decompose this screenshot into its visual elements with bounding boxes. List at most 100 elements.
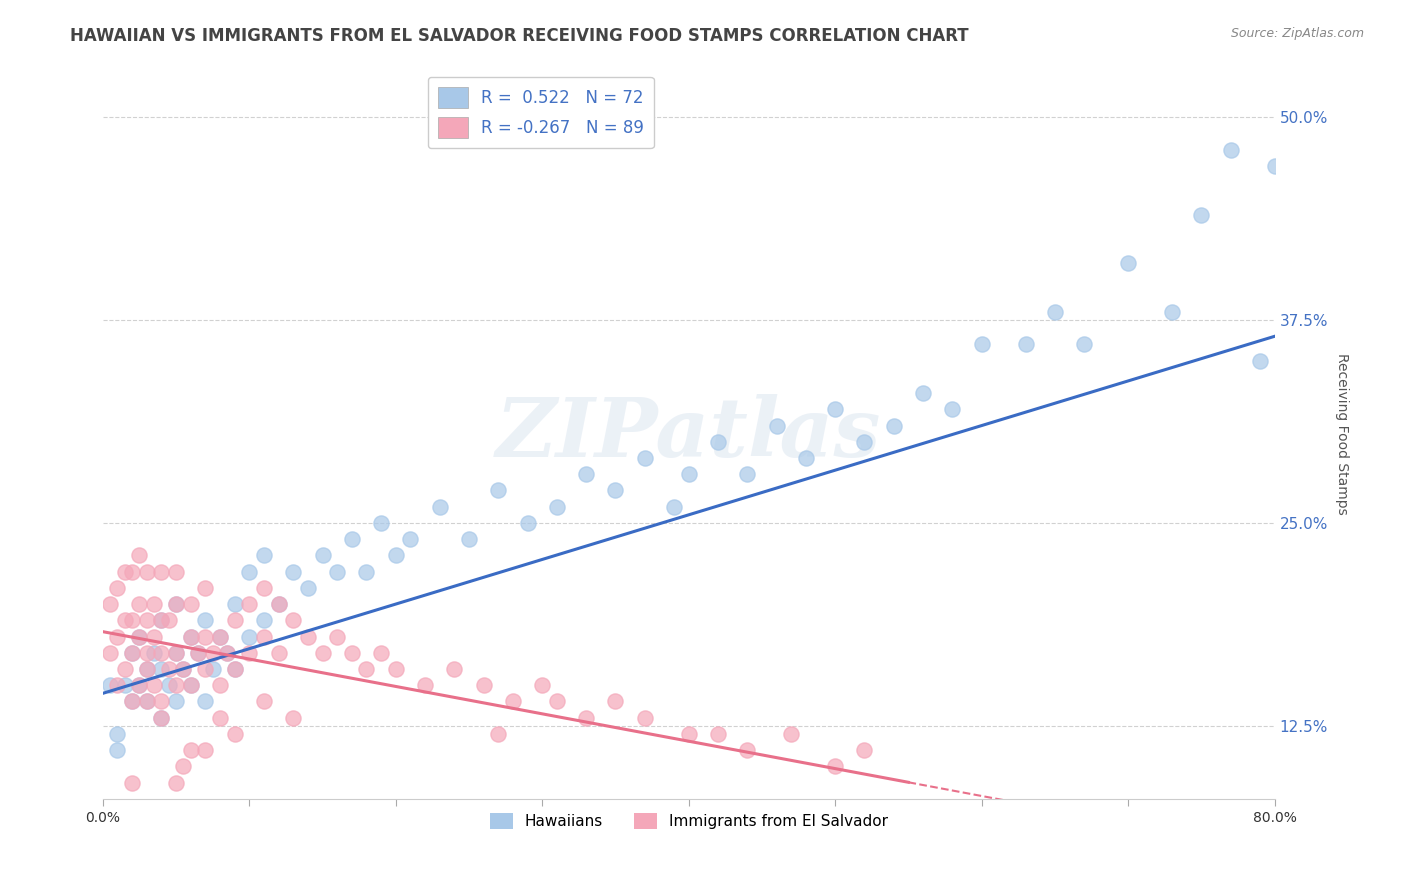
- Point: [165, 565, 187, 579]
- Point: [399, 532, 422, 546]
- Point: [546, 694, 568, 708]
- Point: [224, 613, 246, 627]
- Point: [267, 646, 290, 660]
- Point: [135, 613, 157, 627]
- Point: [780, 727, 803, 741]
- Point: [150, 711, 173, 725]
- Point: [605, 483, 627, 498]
- Point: [356, 565, 378, 579]
- Point: [135, 565, 157, 579]
- Point: [267, 597, 290, 611]
- Point: [121, 613, 143, 627]
- Point: [824, 759, 846, 773]
- Point: [531, 678, 554, 692]
- Point: [1116, 256, 1139, 270]
- Point: [128, 630, 150, 644]
- Point: [253, 630, 276, 644]
- Point: [135, 694, 157, 708]
- Point: [114, 613, 136, 627]
- Point: [662, 500, 685, 514]
- Point: [486, 483, 509, 498]
- Point: [150, 711, 173, 725]
- Point: [326, 565, 349, 579]
- Point: [340, 532, 363, 546]
- Point: [194, 630, 217, 644]
- Point: [326, 630, 349, 644]
- Point: [180, 678, 202, 692]
- Text: HAWAIIAN VS IMMIGRANTS FROM EL SALVADOR RECEIVING FOOD STAMPS CORRELATION CHART: HAWAIIAN VS IMMIGRANTS FROM EL SALVADOR …: [70, 27, 969, 45]
- Point: [187, 646, 209, 660]
- Point: [737, 743, 759, 757]
- Point: [165, 678, 187, 692]
- Point: [114, 662, 136, 676]
- Point: [150, 662, 173, 676]
- Point: [458, 532, 481, 546]
- Point: [472, 678, 495, 692]
- Point: [150, 613, 173, 627]
- Point: [1073, 337, 1095, 351]
- Point: [172, 662, 194, 676]
- Point: [143, 597, 166, 611]
- Point: [311, 549, 333, 563]
- Point: [1043, 305, 1066, 319]
- Point: [267, 597, 290, 611]
- Point: [98, 597, 121, 611]
- Point: [121, 646, 143, 660]
- Point: [546, 500, 568, 514]
- Point: [224, 597, 246, 611]
- Point: [283, 613, 305, 627]
- Point: [516, 516, 538, 530]
- Point: [370, 646, 392, 660]
- Point: [1264, 159, 1286, 173]
- Point: [135, 662, 157, 676]
- Point: [824, 402, 846, 417]
- Point: [98, 646, 121, 660]
- Point: [283, 565, 305, 579]
- Point: [224, 662, 246, 676]
- Point: [340, 646, 363, 660]
- Point: [180, 597, 202, 611]
- Point: [128, 630, 150, 644]
- Point: [429, 500, 451, 514]
- Point: [1189, 208, 1212, 222]
- Y-axis label: Receiving Food Stamps: Receiving Food Stamps: [1334, 353, 1348, 515]
- Point: [208, 630, 231, 644]
- Point: [224, 727, 246, 741]
- Point: [180, 630, 202, 644]
- Point: [238, 646, 260, 660]
- Point: [1161, 305, 1184, 319]
- Point: [253, 549, 276, 563]
- Point: [1219, 143, 1241, 157]
- Point: [707, 434, 730, 449]
- Point: [135, 646, 157, 660]
- Point: [575, 711, 598, 725]
- Point: [1249, 353, 1271, 368]
- Point: [107, 630, 129, 644]
- Point: [297, 630, 319, 644]
- Point: [114, 808, 136, 822]
- Point: [912, 386, 935, 401]
- Point: [107, 743, 129, 757]
- Point: [737, 467, 759, 482]
- Point: [143, 630, 166, 644]
- Point: [165, 597, 187, 611]
- Point: [157, 678, 180, 692]
- Point: [883, 418, 905, 433]
- Point: [208, 678, 231, 692]
- Point: [165, 597, 187, 611]
- Point: [853, 434, 876, 449]
- Point: [157, 662, 180, 676]
- Point: [707, 727, 730, 741]
- Point: [217, 646, 239, 660]
- Point: [128, 678, 150, 692]
- Point: [238, 597, 260, 611]
- Point: [208, 630, 231, 644]
- Point: [165, 646, 187, 660]
- Point: [253, 694, 276, 708]
- Point: [121, 565, 143, 579]
- Point: [107, 581, 129, 595]
- Point: [253, 581, 276, 595]
- Point: [194, 613, 217, 627]
- Point: [384, 662, 406, 676]
- Point: [121, 694, 143, 708]
